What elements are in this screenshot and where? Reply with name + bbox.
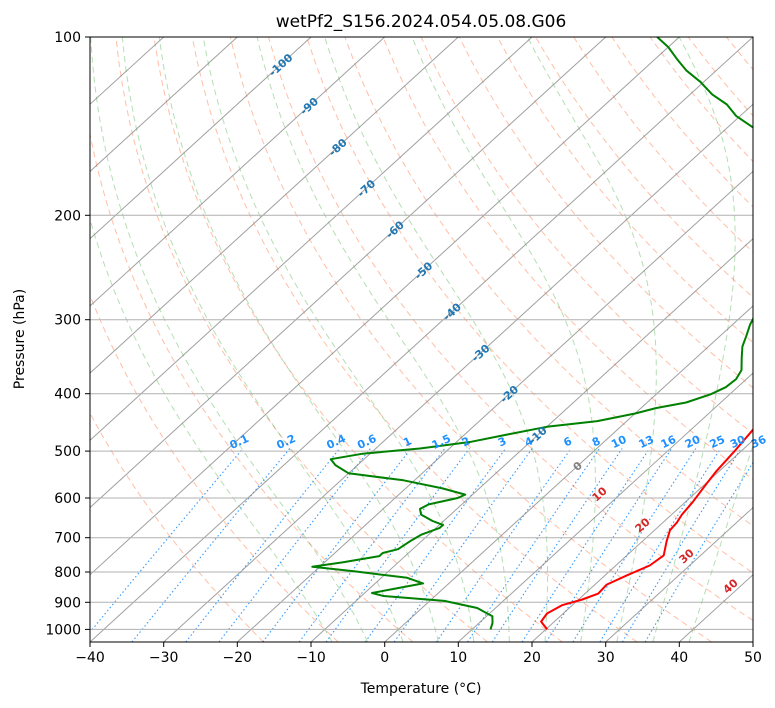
moist-adiabat-line bbox=[256, 37, 510, 642]
isotherm-line bbox=[163, 103, 753, 642]
mixing-ratio-line bbox=[467, 448, 600, 642]
profile-series bbox=[311, 37, 753, 631]
isotherm-line bbox=[90, 37, 680, 576]
mixing-ratio-line bbox=[364, 448, 507, 642]
y-axis-label: Pressure (hPa) bbox=[12, 289, 28, 389]
mixing-ratio-line bbox=[621, 448, 742, 642]
dewpoint-line bbox=[311, 37, 753, 630]
dry-adiabat-line bbox=[90, 131, 414, 642]
mixing-ratio-label: 30 bbox=[728, 433, 748, 451]
isotherm-line bbox=[90, 37, 238, 173]
mixing-ratio-line bbox=[491, 448, 623, 642]
x-tick-label: 30 bbox=[597, 650, 615, 666]
y-tick-label: 200 bbox=[54, 208, 81, 224]
dry-adiabat-line bbox=[535, 37, 753, 298]
x-tick-label: 10 bbox=[449, 650, 467, 666]
isotherm-line bbox=[605, 506, 753, 642]
y-tick-label: 800 bbox=[54, 565, 81, 581]
mixing-ratio-label: 10 bbox=[609, 433, 629, 451]
isotherm-line bbox=[236, 170, 753, 642]
moist-adiabat-line bbox=[411, 37, 596, 642]
mixing-ratio-label: 36 bbox=[749, 433, 769, 451]
x-tick-label: 50 bbox=[744, 650, 762, 666]
moist-adiabat-line bbox=[324, 37, 549, 642]
y-tick-label: 500 bbox=[54, 444, 81, 460]
x-tick-label: 0 bbox=[380, 650, 389, 666]
y-axis-ticks: 100 200 300 400 500 600 700 800 900 1000 bbox=[45, 30, 90, 638]
isotherm-line bbox=[90, 37, 607, 509]
y-tick-label: 600 bbox=[54, 491, 81, 507]
mixing-ratio-line bbox=[545, 448, 673, 642]
x-tick-label: −10 bbox=[296, 650, 326, 666]
moist-adiabat-line bbox=[90, 217, 333, 642]
dry-adiabat-line bbox=[306, 37, 753, 574]
moist-adiabat-line bbox=[652, 37, 736, 642]
temperature-line bbox=[540, 428, 753, 631]
y-tick-label: 100 bbox=[54, 30, 81, 46]
moist-adiabats bbox=[90, 37, 753, 642]
isotherm-line bbox=[90, 37, 753, 642]
dry-adiabat-line bbox=[496, 37, 753, 344]
dry-adiabat-line bbox=[153, 37, 563, 642]
x-tick-label: 40 bbox=[670, 650, 688, 666]
plot-area bbox=[90, 37, 753, 642]
mixing-ratio-line bbox=[599, 448, 721, 642]
mixing-ratio-line bbox=[435, 448, 572, 642]
moist-adiabat-line bbox=[90, 37, 369, 642]
y-tick-label: 400 bbox=[54, 387, 81, 403]
isotherm-line bbox=[90, 37, 459, 374]
dry-adiabat-line bbox=[268, 37, 753, 622]
y-tick-label: 900 bbox=[54, 595, 81, 611]
chart-title: wetPf2_S156.2024.054.05.08.G06 bbox=[276, 12, 567, 32]
x-axis-ticks: −40 −30 −20 −10 0 10 20 30 40 50 bbox=[75, 642, 762, 666]
plot-frame bbox=[89, 36, 754, 643]
y-tick-label: 700 bbox=[54, 531, 81, 547]
x-tick-label: 20 bbox=[523, 650, 541, 666]
skewed-isotherms bbox=[90, 37, 753, 642]
isobar-gridlines bbox=[90, 37, 753, 630]
isotherm-line bbox=[531, 439, 753, 642]
mixing-ratio-label: 13 bbox=[637, 433, 656, 451]
y-tick-label: 1000 bbox=[45, 622, 81, 638]
mixing-ratio-line bbox=[572, 448, 697, 642]
mixing-ratio-label: 20 bbox=[683, 433, 703, 451]
y-tick-label: 300 bbox=[54, 313, 81, 329]
moist-adiabat-line bbox=[121, 37, 404, 642]
mixing-ratio-line bbox=[325, 448, 470, 642]
isotherm-line bbox=[90, 37, 533, 442]
x-tick-label: −20 bbox=[223, 650, 253, 666]
x-axis-label: Temperature (°C) bbox=[360, 681, 482, 697]
mixing-ratio-line bbox=[185, 448, 341, 642]
dry-adiabat-line bbox=[382, 37, 753, 481]
moist-adiabat-line bbox=[688, 444, 753, 642]
isotherm-line bbox=[310, 237, 753, 642]
isotherm-line bbox=[384, 305, 753, 642]
dry-adiabat-line bbox=[90, 412, 264, 642]
mixing-ratio-lines bbox=[90, 448, 753, 642]
x-tick-label: −40 bbox=[75, 650, 105, 666]
mixing-ratio-label: 16 bbox=[659, 433, 679, 451]
x-tick-label: −30 bbox=[149, 650, 179, 666]
mixing-ratio-line bbox=[521, 448, 650, 642]
moist-adiabat-line bbox=[202, 37, 475, 642]
isotherm-line bbox=[90, 37, 386, 307]
isotherm-line bbox=[90, 37, 312, 240]
isotherm-line bbox=[457, 372, 753, 642]
mixing-ratio-label: 25 bbox=[708, 433, 727, 451]
